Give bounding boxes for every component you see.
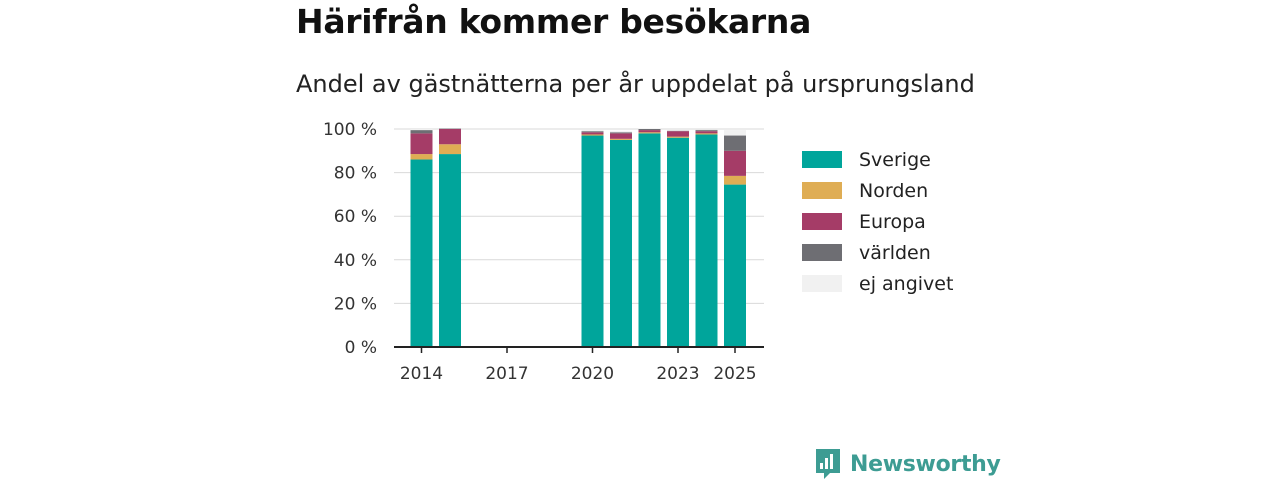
bar-segment — [582, 131, 604, 132]
legend-label: Europa — [859, 211, 926, 233]
bar-segment — [724, 176, 746, 185]
bar-segment — [582, 132, 604, 134]
y-tick-label: 40 % — [334, 251, 377, 271]
bar-segment — [582, 134, 604, 135]
y-tick-label: 80 % — [334, 164, 377, 184]
bar-segment — [696, 131, 718, 133]
y-tick-label: 100 % — [323, 120, 377, 140]
bar-segment — [610, 139, 632, 140]
bars — [411, 128, 747, 347]
bar-segment — [639, 129, 661, 130]
bar-segment — [411, 160, 433, 347]
bar-segment — [639, 132, 661, 133]
y-tick-label: 20 % — [334, 294, 377, 314]
x-tick-label: 2020 — [571, 364, 614, 384]
x-tick-label: 2023 — [656, 364, 699, 384]
bar-segment — [667, 130, 689, 131]
x-tick-label: 2025 — [713, 364, 756, 384]
legend-label: världen — [859, 242, 931, 264]
bar-segment — [582, 136, 604, 347]
legend-label: Sverige — [859, 149, 931, 171]
legend-swatch — [802, 151, 842, 168]
bar-segment — [439, 144, 461, 154]
bar-segment — [667, 131, 689, 136]
x-tick-label: 2014 — [400, 364, 443, 384]
legend-swatch — [802, 244, 842, 261]
bar-segment — [724, 130, 746, 135]
bar-segment — [439, 154, 461, 347]
legend-swatch — [802, 213, 842, 230]
newsworthy-logo-icon — [814, 447, 842, 481]
x-tick-label: 2017 — [485, 364, 528, 384]
bar-segment — [610, 133, 632, 138]
legend-label: Norden — [859, 180, 928, 202]
bar-segment — [610, 140, 632, 347]
bar-segment — [610, 132, 632, 133]
bar-segment — [610, 131, 632, 132]
bar-segment — [411, 133, 433, 154]
brand-logo: Newsworthy — [814, 446, 1001, 482]
bar-segment — [411, 130, 433, 133]
bar-segment — [411, 129, 433, 130]
legend-label: ej angivet — [859, 273, 953, 295]
legend-swatch — [802, 275, 842, 292]
y-tick-label: 0 % — [345, 338, 377, 358]
bar-segment — [696, 129, 718, 130]
bar-segment — [696, 133, 718, 134]
brand-name: Newsworthy — [850, 452, 1001, 477]
bar-segment — [582, 130, 604, 131]
bar-segment — [639, 128, 661, 129]
legend-swatch — [802, 182, 842, 199]
bar-segment — [724, 185, 746, 347]
bar-segment — [411, 154, 433, 159]
bar-segment — [639, 133, 661, 347]
bar-segment — [439, 129, 461, 144]
bar-segment — [696, 130, 718, 131]
bar-segment — [724, 136, 746, 151]
bar-segment — [724, 151, 746, 176]
legend: Sverige Norden Europa världen ej angivet — [802, 149, 953, 295]
bar-segment — [696, 134, 718, 347]
bar-segment — [639, 130, 661, 132]
bar-segment — [667, 138, 689, 347]
y-tick-label: 60 % — [334, 207, 377, 227]
bar-segment — [667, 137, 689, 138]
